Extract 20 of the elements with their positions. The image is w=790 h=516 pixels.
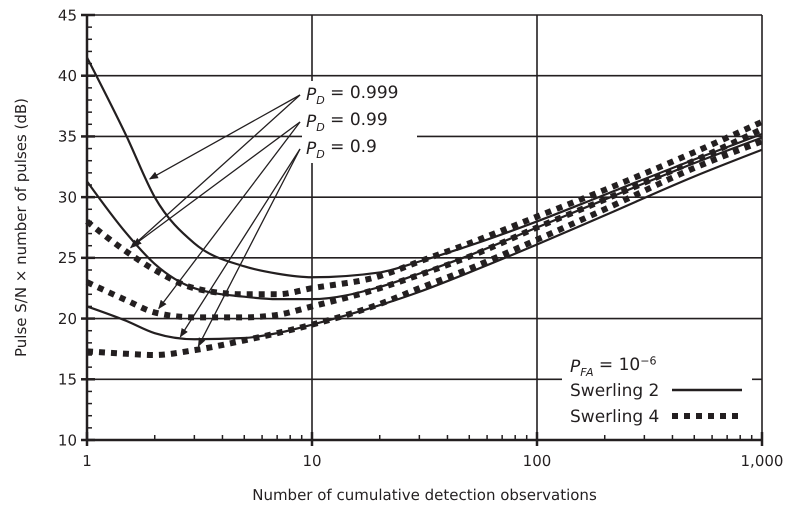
x-tick-label: 10 — [302, 452, 322, 470]
x-tick-label: 100 — [522, 452, 552, 470]
y-tick-label: 35 — [58, 128, 77, 146]
y-tick-label: 45 — [58, 6, 77, 24]
x-axis-title: Number of cumulative detection observations — [252, 486, 597, 504]
y-axis-title: Pulse S/N × number of pulses (dB) — [12, 98, 30, 358]
annotation: P$_{D}$ = 0.9 — [306, 136, 377, 161]
annotation: P$_{D}$ = 0.999 — [306, 82, 399, 107]
y-tick-label: 30 — [58, 188, 77, 206]
y-tick-label: 40 — [58, 66, 77, 85]
legend-title: P$_{FA}$ = 10$^{−6}$ — [570, 354, 657, 379]
x-tick-label: 1 — [82, 452, 92, 470]
legend-label: Swerling 4 — [570, 407, 660, 427]
y-tick-label: 10 — [58, 431, 77, 450]
legend-label: Swerling 2 — [570, 381, 660, 401]
x-tick-label: 1,000 — [740, 452, 784, 470]
y-tick-label: 20 — [58, 310, 77, 328]
annotation: P$_{D}$ = 0.99 — [306, 110, 388, 134]
y-tick-label: 25 — [58, 249, 77, 268]
y-tick-label: 15 — [58, 370, 77, 389]
